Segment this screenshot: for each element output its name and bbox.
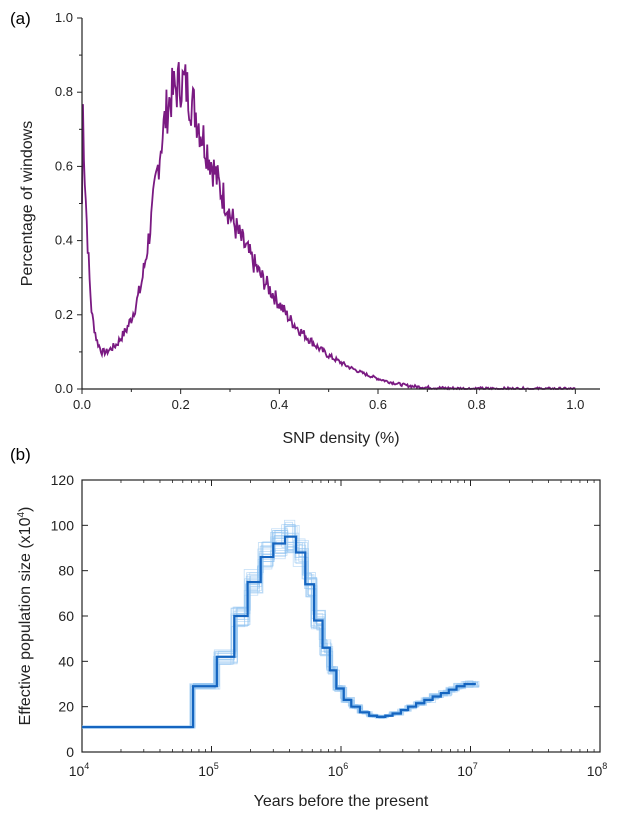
bootstrap-line — [82, 542, 474, 727]
panel-b-x-tick-exponent: 5 — [214, 761, 219, 771]
panel-b-plot-frame — [81, 479, 601, 753]
panel-b-y-tick-label: 80 — [58, 563, 74, 579]
panel-a-x-tick-label: 0.2 — [172, 397, 190, 412]
panel-b-x-tick-base: 10 — [457, 763, 473, 779]
panel-b-y-axis-title-end: ) — [17, 507, 34, 512]
bootstrap-line — [82, 532, 475, 729]
panel-b-y-tick-label: 60 — [58, 608, 74, 624]
panel-b-y-axis-title: Effective population size (x104) — [16, 507, 34, 726]
panel-b-x-tick-label: 104 — [69, 761, 90, 779]
panel-b-x-tick-base: 10 — [69, 763, 85, 779]
panel-b-x-tick-exponent: 6 — [343, 761, 348, 771]
panel-b-y-tick-label: 100 — [51, 517, 75, 533]
bootstrap-line — [82, 545, 476, 727]
bootstrap-line — [82, 542, 478, 728]
panel-b-y-tick-label: 0 — [66, 744, 74, 760]
bootstrap-line — [82, 544, 476, 729]
bootstrap-line — [82, 535, 474, 727]
bootstrap-line — [82, 519, 474, 728]
panel-b-x-tick-exponent: 4 — [84, 761, 89, 771]
psmc-main-line — [82, 535, 476, 729]
panel-a-x-tick-label: 1.0 — [566, 397, 584, 412]
bootstrap-line — [82, 538, 475, 727]
bootstrap-line — [82, 524, 480, 728]
panel-a-y-tick-label: 1.0 — [55, 10, 73, 25]
panel-b-x-tick-label: 105 — [198, 761, 219, 779]
panel-a-x-tick-label: 0.8 — [468, 397, 486, 412]
snp-density-line — [81, 62, 576, 391]
panel-b-x-tick-label: 108 — [587, 761, 608, 779]
bootstrap-line — [82, 526, 477, 729]
panel-b-y-tick-label: 20 — [58, 699, 74, 715]
panel-b-x-tick-base: 10 — [587, 763, 603, 779]
bootstrap-line — [82, 534, 474, 729]
panel-a-x-tick-label: 0.6 — [369, 397, 387, 412]
panel-a-ticks: 0.0 0.2 0.4 0.6 0.8 1.0 0.0 0.2 0.4 0.6 0.8 1.0 — [55, 10, 584, 412]
bootstrap-line — [82, 525, 475, 729]
panel-a-y-tick-label: 0.2 — [55, 307, 73, 322]
panel-a-y-tick-label: 0.4 — [55, 233, 73, 248]
bootstrap-lines — [82, 519, 480, 729]
bootstrap-line — [82, 540, 476, 729]
panel-a-x-axis-title: SNP density (%) — [282, 430, 399, 447]
bootstrap-line — [82, 530, 480, 727]
bootstrap-line — [82, 530, 479, 728]
panel-label-b: (b) — [10, 445, 31, 464]
bootstrap-line — [82, 533, 475, 728]
panel-b-x-tick-label: 106 — [328, 761, 349, 779]
panel-b-y-tick-label: 120 — [51, 472, 75, 488]
panel-b-x-tick-base: 10 — [198, 763, 214, 779]
panel-b-x-axis-title: Years before the present — [254, 793, 429, 810]
bootstrap-line — [82, 534, 480, 729]
panel-b-x-tick-exponent: 8 — [602, 761, 607, 771]
panel-a-y-tick-label: 0.8 — [55, 84, 73, 99]
bootstrap-line — [82, 532, 476, 727]
panel-a-y-axis-title: Percentage of windows — [19, 121, 36, 286]
panel-b-x-tick-label: 107 — [457, 761, 478, 779]
bootstrap-line — [82, 550, 478, 728]
panel-b-y-tick-label: 40 — [58, 653, 74, 669]
panel-b-y-axis-title-base: Effective population size (x10 — [17, 517, 34, 725]
panel-b-x-tick-base: 10 — [328, 763, 344, 779]
panel-a-x-tick-label: 0.4 — [270, 397, 288, 412]
panel-a-chart: 0.0 0.2 0.4 0.6 0.8 1.0 0.0 0.2 0.4 0.6 0.8 1.0 SNP… — [19, 10, 600, 447]
panel-a-y-tick-label: 0.0 — [55, 381, 73, 396]
panel-a-y-tick-label: 0.6 — [55, 158, 73, 173]
panel-label-a: (a) — [10, 9, 31, 28]
panel-a-x-tick-label: 0.0 — [73, 397, 91, 412]
panel-b-y-axis-title-exp: 4 — [16, 512, 27, 518]
panel-b-x-tick-exponent: 7 — [473, 761, 478, 771]
bootstrap-line — [82, 530, 474, 728]
